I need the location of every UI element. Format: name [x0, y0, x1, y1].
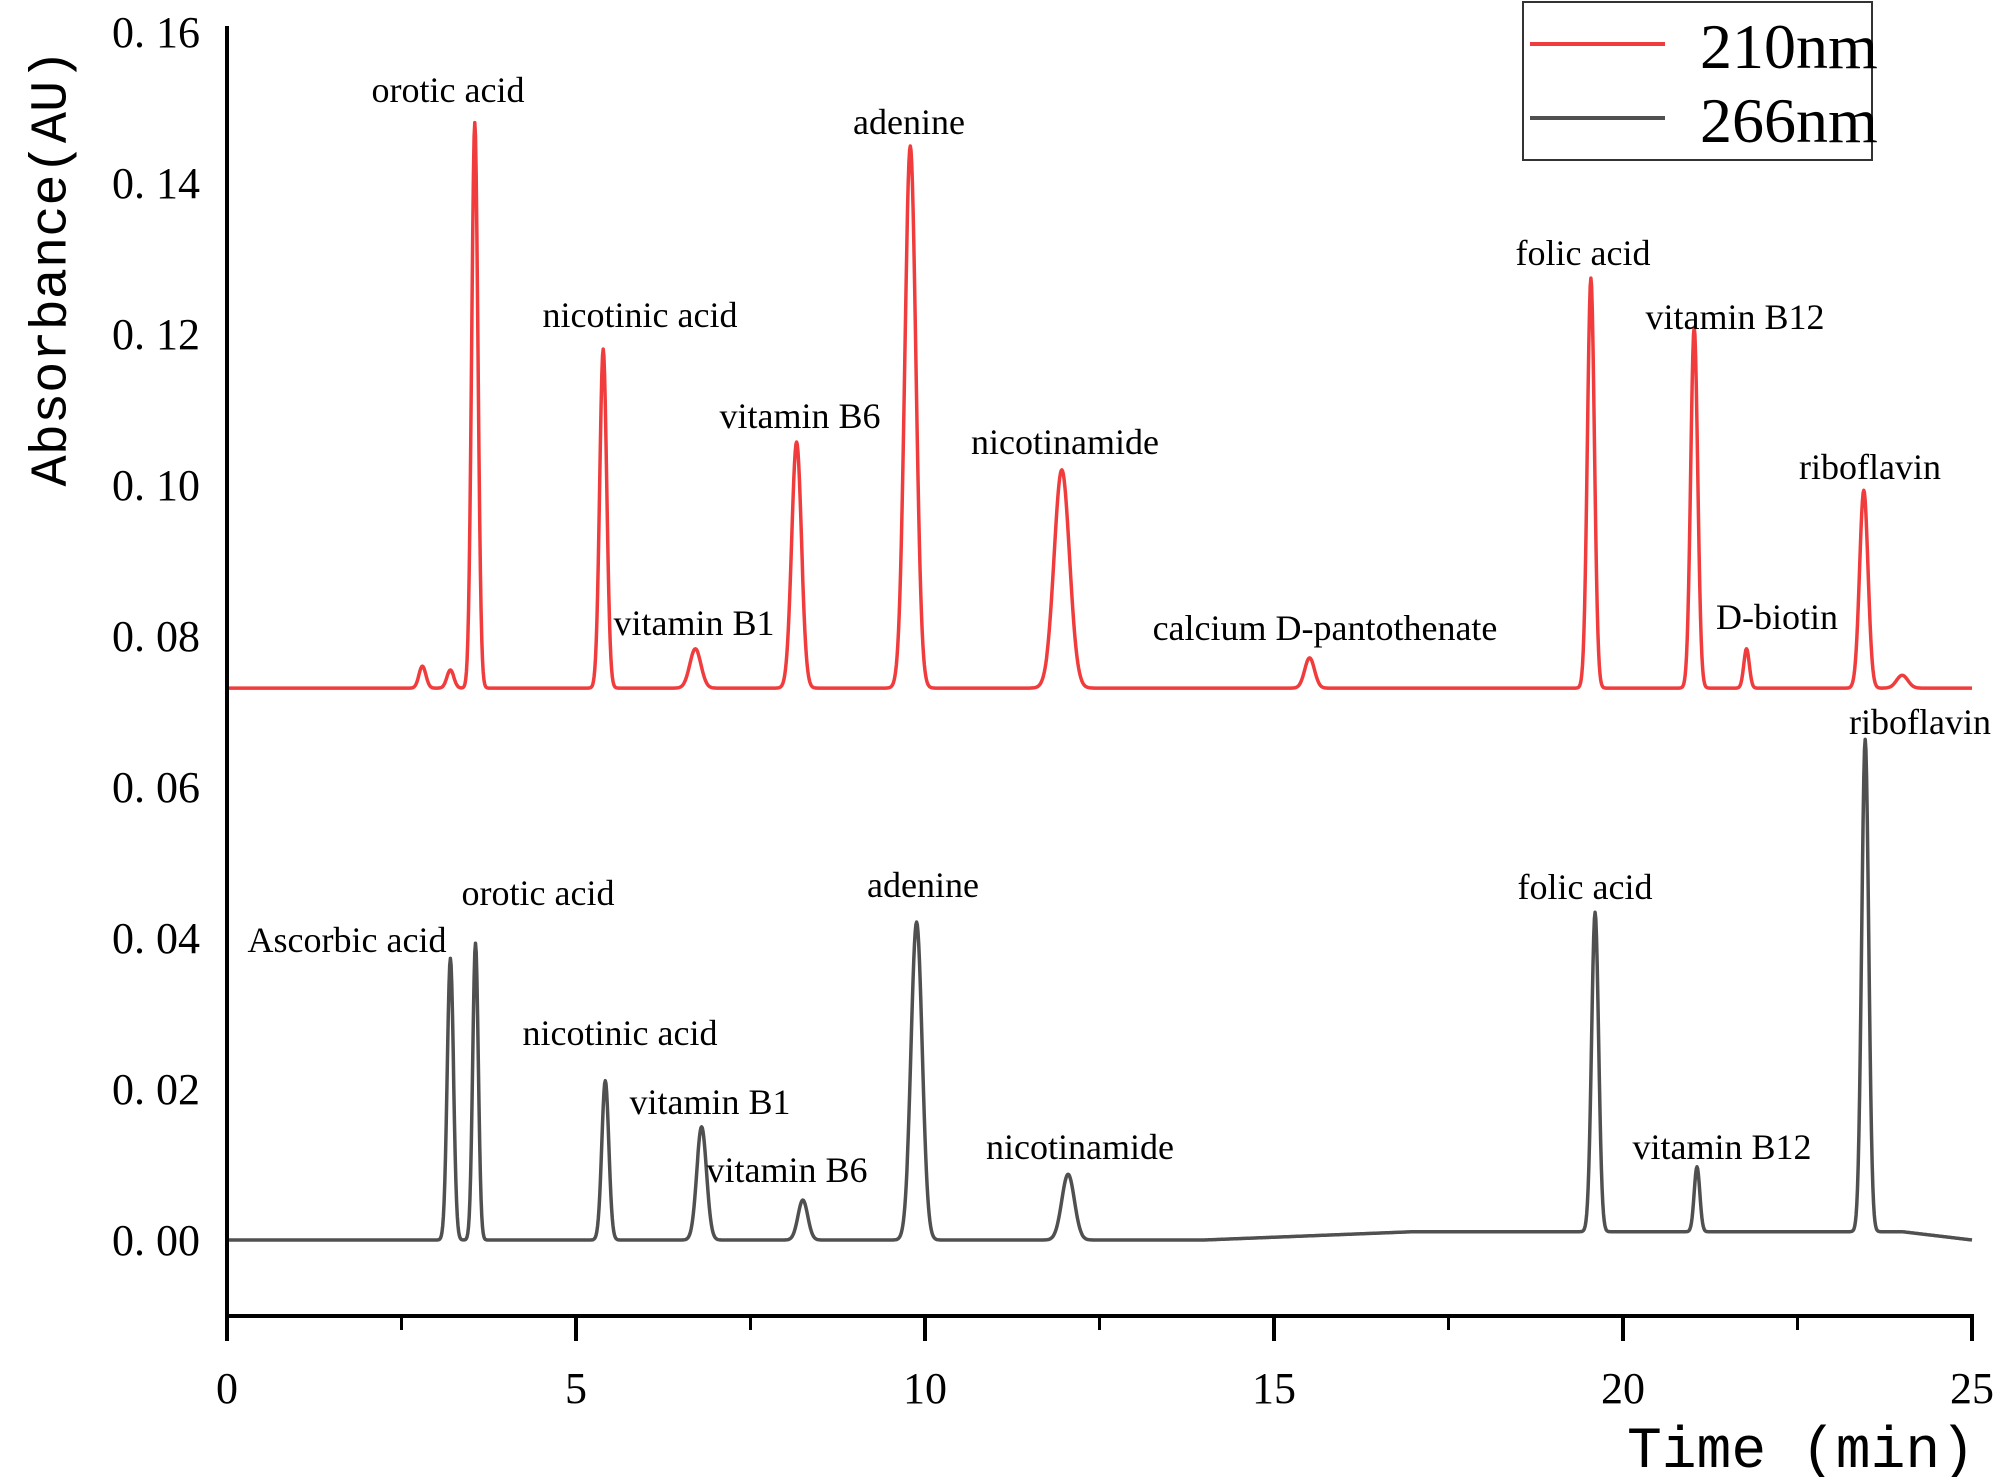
peak-label: adenine	[867, 865, 979, 905]
peak-label: vitamin B6	[720, 396, 881, 436]
peak-label: Ascorbic acid	[248, 920, 447, 960]
peak-label: adenine	[853, 102, 965, 142]
y-tick-label: 0. 12	[112, 310, 200, 359]
trace-210nm	[225, 120, 1974, 690]
y-tick-label: 0. 04	[112, 914, 200, 963]
y-tick-label: 0. 00	[112, 1216, 200, 1265]
peak-label: D-biotin	[1716, 597, 1838, 637]
peak-label: vitamin B12	[1633, 1127, 1812, 1167]
y-axis-ticks: 0. 00 0. 02 0. 04 0. 06 0. 08 0. 10 0. 12 0. 14…	[112, 8, 200, 1265]
x-tick-label: 10	[903, 1364, 947, 1413]
peak-label: calcium D-pantothenate	[1153, 608, 1498, 648]
legend-label-266nm: 266nm	[1700, 85, 1878, 156]
peak-label: vitamin B6	[707, 1150, 868, 1190]
y-tick-label: 0. 14	[112, 159, 200, 208]
y-tick-label: 0. 08	[112, 612, 200, 661]
peak-label: vitamin B1	[614, 603, 775, 643]
legend-label-210nm: 210nm	[1700, 11, 1878, 82]
peak-label: orotic acid	[462, 873, 615, 913]
x-axis-ticks: 0 5 10 15 20 25	[216, 1316, 1994, 1413]
peak-annotations: orotic acid nicotinic acid vitamin B1 vitam…	[248, 70, 1991, 1190]
peak-label: nicotinamide	[986, 1127, 1174, 1167]
peak-label: nicotinamide	[971, 422, 1159, 462]
x-tick-label: 0	[216, 1364, 238, 1413]
y-axis-title: Absorbance(AU)	[23, 50, 82, 487]
x-tick-label: 20	[1601, 1364, 1645, 1413]
peak-label: orotic acid	[372, 70, 525, 110]
peak-label: nicotinic acid	[523, 1013, 718, 1053]
y-tick-label: 0. 02	[112, 1065, 200, 1114]
x-tick-label: 15	[1252, 1364, 1296, 1413]
peak-label: nicotinic acid	[543, 295, 738, 335]
y-tick-label: 0. 10	[112, 461, 200, 510]
traces	[225, 120, 1974, 1242]
peak-label: riboflavin	[1799, 447, 1941, 487]
peak-label: vitamin B12	[1646, 297, 1825, 337]
peak-label: folic acid	[1518, 867, 1653, 907]
legend-box	[1522, 1, 1873, 161]
x-tick-label: 5	[565, 1364, 587, 1413]
x-tick-label: 25	[1950, 1364, 1994, 1413]
peak-label: vitamin B1	[630, 1082, 791, 1122]
peak-label: riboflavin	[1849, 702, 1991, 742]
y-tick-label: 0. 16	[112, 8, 200, 57]
y-tick-label: 0. 06	[112, 763, 200, 812]
legend: 210nm 266nm	[1522, 1, 1878, 161]
trace-266nm	[225, 737, 1974, 1242]
peak-label: folic acid	[1516, 233, 1651, 273]
x-axis-title: Time (min)	[1627, 1420, 1975, 1477]
